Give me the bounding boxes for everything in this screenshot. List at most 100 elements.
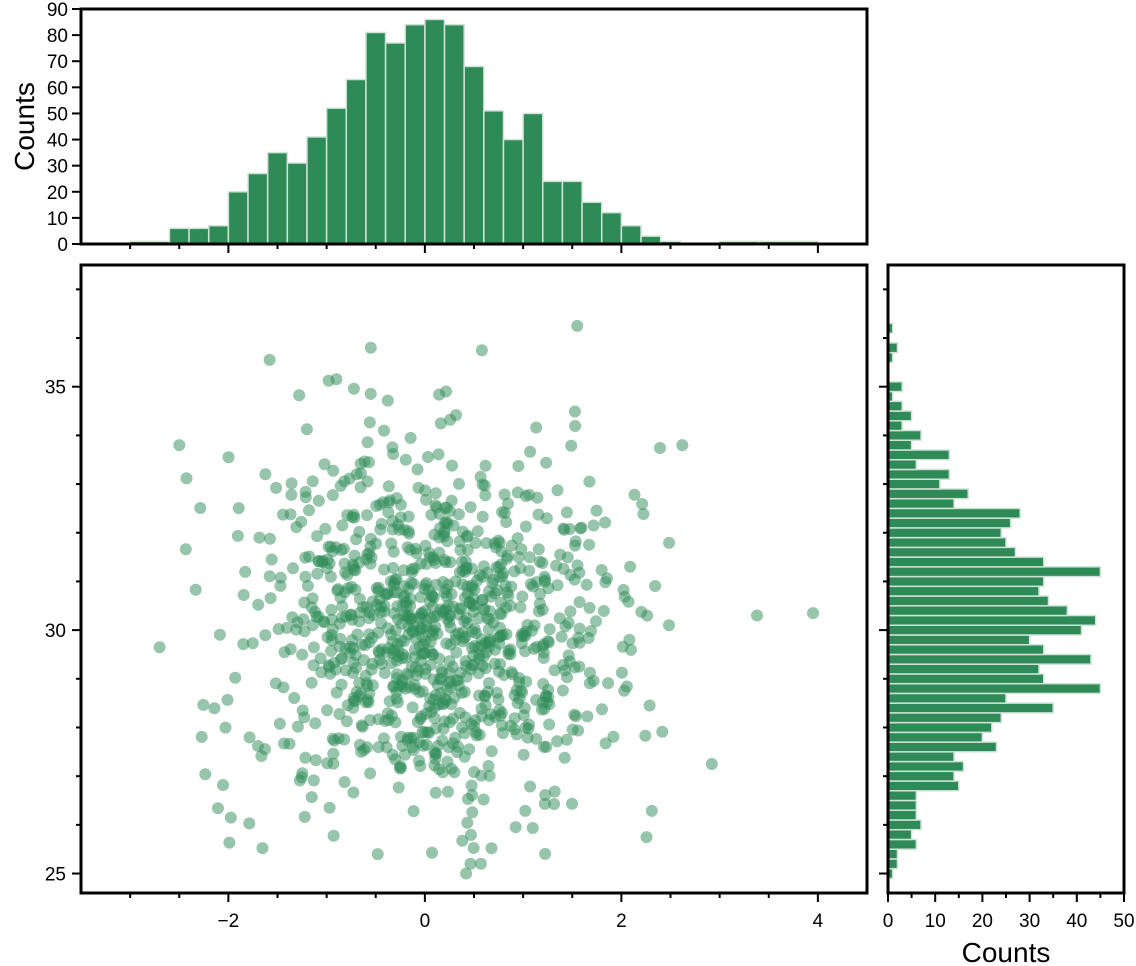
scatter-point: [237, 638, 250, 651]
scatter-point: [460, 562, 473, 575]
scatter-point: [590, 504, 603, 517]
right-histogram-x-tick-label: 20: [972, 911, 993, 932]
scatter-point: [436, 734, 449, 747]
scatter-point: [599, 516, 612, 529]
scatter-point: [153, 641, 166, 654]
scatter-point: [364, 532, 377, 545]
scatter-point: [387, 647, 400, 660]
scatter-point: [571, 319, 584, 332]
scatter-point: [502, 497, 514, 510]
scatter-point: [447, 519, 460, 532]
scatter-x-ticks: −2 0 2 4: [129, 893, 824, 932]
scatter-point: [339, 566, 352, 579]
scatter-point: [453, 477, 465, 490]
scatter-point: [283, 737, 296, 750]
scatter-point: [299, 491, 312, 504]
right-histogram-bar: [887, 819, 922, 831]
scatter-point: [454, 666, 467, 679]
scatter-point: [381, 394, 394, 407]
scatter-point: [419, 604, 432, 617]
scatter-point: [472, 641, 485, 654]
scatter-point: [595, 564, 608, 576]
scatter-point: [189, 583, 202, 596]
top-histogram-bar: [365, 31, 387, 245]
scatter-point: [370, 500, 383, 512]
scatter-point: [415, 710, 428, 723]
scatter-point: [482, 623, 495, 636]
top-histogram-bar: [522, 112, 544, 245]
scatter-point: [363, 416, 376, 429]
scatter-point: [511, 486, 524, 499]
scatter-point: [573, 622, 586, 635]
top-histogram-bar: [443, 23, 465, 245]
scatter-point: [568, 405, 581, 418]
scatter-point: [419, 663, 432, 675]
top-histogram-bar: [247, 172, 269, 245]
scatter-point: [347, 656, 360, 669]
right-histogram-bar: [887, 663, 1040, 675]
scatter-point: [461, 816, 474, 829]
scatter-point: [309, 605, 321, 618]
scatter-point: [303, 504, 315, 517]
right-histogram-x-tick-label: 40: [1066, 911, 1087, 932]
right-histogram-bars: [887, 322, 1102, 880]
scatter-point: [663, 619, 675, 632]
scatter-point: [583, 538, 596, 551]
scatter-point: [543, 718, 556, 731]
scatter-point: [424, 595, 436, 608]
scatter-point: [569, 420, 582, 432]
scatter-point: [366, 631, 379, 644]
right-histogram-bar: [887, 605, 1069, 617]
scatter-x-tick-label: 2: [616, 911, 627, 932]
scatter-point: [524, 780, 537, 793]
scatter-point: [583, 666, 596, 679]
scatter-point: [475, 702, 488, 715]
scatter-point: [199, 768, 212, 781]
scatter-point: [581, 710, 594, 723]
scatter-point: [287, 562, 299, 575]
scatter-point: [256, 842, 269, 855]
scatter-point: [390, 692, 403, 705]
scatter-x-tick-label: −2: [218, 911, 240, 932]
scatter-point: [237, 589, 250, 601]
scatter-point: [532, 543, 545, 556]
scatter-point: [326, 732, 339, 745]
scatter-point: [284, 508, 297, 521]
scatter-point: [420, 493, 433, 506]
right-histogram-bar: [887, 702, 1054, 714]
scatter-point: [649, 580, 662, 592]
scatter-point: [321, 704, 334, 717]
scatter-point: [458, 615, 471, 628]
scatter-point: [462, 793, 474, 805]
scatter-point: [568, 573, 581, 586]
scatter-point: [495, 608, 508, 621]
scatter-point: [419, 484, 432, 497]
scatter-point: [446, 459, 458, 472]
scatter-point: [467, 842, 480, 854]
scatter-point: [483, 640, 496, 653]
scatter-point: [566, 797, 578, 810]
scatter-point: [252, 598, 265, 611]
scatter-point: [343, 472, 356, 485]
scatter-point: [208, 702, 221, 715]
scatter-point: [246, 637, 259, 650]
scatter-point: [449, 731, 462, 744]
scatter-y-ticks: 25 30 35: [45, 288, 81, 886]
scatter-point: [477, 560, 490, 573]
scatter-point: [636, 498, 649, 510]
scatter-point: [495, 629, 507, 642]
scatter-point: [485, 745, 498, 758]
scatter-point: [243, 817, 256, 830]
scatter-point: [569, 535, 582, 548]
scatter-point: [429, 499, 442, 512]
top-histogram-bar: [286, 162, 308, 245]
scatter-point: [219, 721, 232, 734]
scatter-point: [179, 543, 192, 556]
right-histogram-bar: [887, 439, 913, 451]
scatter-point: [307, 641, 320, 654]
scatter-point: [450, 646, 463, 659]
scatter-point: [345, 608, 358, 621]
scatter-point: [440, 637, 453, 650]
scatter-point: [401, 734, 414, 747]
right-histogram-bar: [887, 682, 1102, 695]
